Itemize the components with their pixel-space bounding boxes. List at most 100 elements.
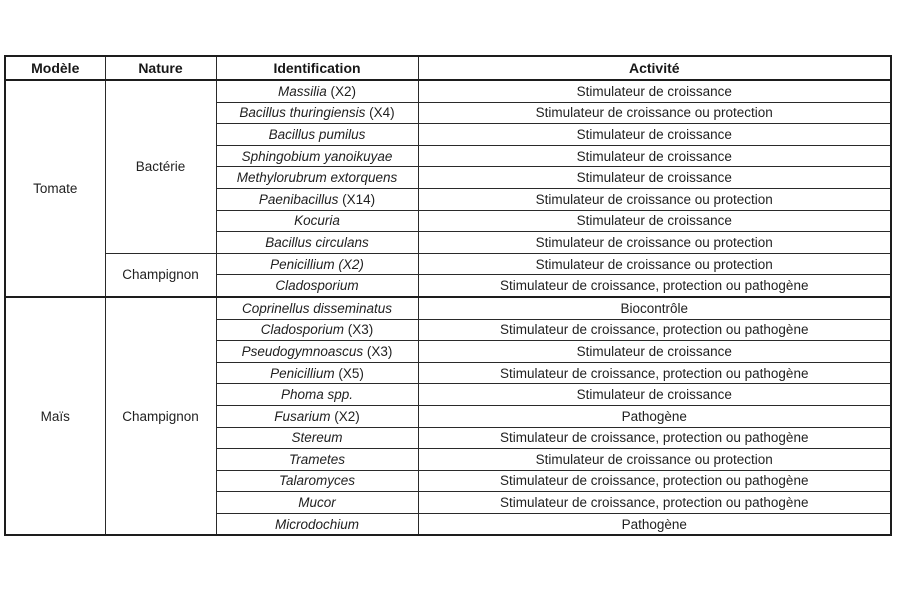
table-row: Maïs Champignon Coprinellus disseminatus Bi… — [4, 295, 892, 536]
activite-cell: Stimulateur de croissance, protection ou… — [417, 318, 892, 342]
species-name: Talaromyces — [278, 473, 356, 489]
table-row: Stereum Stimulateur de croissance, protec… — [5, 426, 892, 450]
table-row: Bacillus circulans Stimulateur de croissa… — [5, 231, 892, 254]
identification-cell: Talaromyces — [215, 469, 419, 493]
header-row: Modèle Nature Identification Activité — [4, 55, 892, 81]
species-count: (X4) — [369, 105, 395, 121]
table-row: Microdochium Pathogène — [5, 512, 892, 536]
species-name: Methylorubrum extorquens — [236, 170, 398, 186]
activite-cell: Stimulateur de croissance ou protection — [417, 101, 892, 125]
identification-cell: Methylorubrum extorquens — [215, 166, 419, 189]
activite-cell: Pathogène — [417, 404, 892, 428]
activite-cell: Stimulateur de croissance ou protection — [417, 187, 892, 211]
table-row: Cladosporium Stimulateur de croissance, p… — [5, 274, 892, 298]
identification-cell: Phoma spp. — [215, 383, 419, 406]
species-name: Microdochium — [274, 516, 360, 532]
table-row: Bacillus thuringiensis (X4) Stimulateur d… — [5, 101, 892, 125]
table-row: Sphingobium yanoikuyae Stimulateur de cro… — [5, 144, 892, 168]
species-count: (X3) — [347, 322, 374, 338]
identification-cell: Fusarium (X2) — [215, 404, 419, 428]
table-row: Cladosporium (X3) Stimulateur de croissan… — [5, 318, 892, 342]
table-row: Mucor Stimulateur de croissance, protecti… — [5, 491, 892, 514]
species-count: (X14) — [342, 191, 376, 207]
species-name: Massilia — [277, 83, 327, 99]
identification-cell: Sphingobium yanoikuyae — [215, 144, 419, 168]
species-count: (X2) — [330, 83, 357, 99]
identification-cell: Mucor — [215, 491, 419, 514]
activite-cell: Stimulateur de croissance — [417, 79, 892, 103]
species-name: Bacillus thuringiensis — [239, 105, 366, 121]
activite-cell: Stimulateur de croissance — [417, 166, 892, 189]
activite-cell: Stimulateur de croissance — [417, 340, 892, 363]
activite-cell: Stimulateur de croissance ou protection — [417, 231, 892, 254]
species-name: Trametes — [288, 451, 345, 467]
species-name: Coprinellus disseminatus — [241, 300, 393, 316]
identification-cell: Coprinellus disseminatus — [215, 295, 419, 320]
species-name: Phoma spp. — [280, 387, 354, 403]
species-name: Paenibacillus — [258, 191, 339, 207]
modele-cell: Tomate — [4, 79, 106, 298]
activite-cell: Stimulateur de croissance ou protection — [417, 448, 892, 471]
species-count: (X3) — [366, 343, 393, 359]
species-name: Penicillium — [270, 365, 335, 381]
identification-cell: Massilia (X2) — [215, 79, 419, 103]
identification-cell: Bacillus circulans — [215, 231, 419, 254]
identification-cell: Trametes — [215, 448, 419, 471]
activite-cell: Pathogène — [417, 512, 892, 536]
column-header-activite: Activité — [417, 55, 892, 81]
species-name: Bacillus circulans — [265, 234, 369, 250]
table-row: Bacillus pumilus Stimulateur de croissanc… — [5, 123, 892, 146]
activite-cell: Stimulateur de croissance — [417, 209, 892, 233]
column-header-modele: Modèle — [4, 55, 106, 81]
identification-cell: Cladosporium — [215, 274, 419, 298]
identification-cell: Pseudogymnoascus (X3) — [215, 340, 419, 363]
identification-cell: Paenibacillus (X14) — [215, 187, 419, 211]
identification-cell: Bacillus thuringiensis (X4) — [215, 101, 419, 125]
table-row: Paenibacillus (X14) Stimulateur de croiss… — [5, 187, 892, 211]
activite-cell: Stimulateur de croissance, protection ou… — [417, 469, 892, 493]
table-header: Modèle Nature Identification Activité — [4, 55, 892, 81]
species-name: Cladosporium — [275, 278, 359, 294]
table-row: Tomate Bactérie Massilia (X2) Stimulateur d… — [4, 79, 892, 298]
table-row: Methylorubrum extorquens Stimulateur de c… — [5, 166, 892, 189]
activite-cell: Stimulateur de croissance, protection ou… — [417, 361, 892, 385]
activite-cell: Stimulateur de croissance ou protection — [417, 252, 892, 276]
table-row: Kocuria Stimulateur de croissance — [5, 209, 892, 233]
species-count: (X2) — [334, 408, 360, 424]
column-header-identification: Identification — [215, 55, 419, 81]
modele-cell: Maïs — [4, 295, 106, 536]
nature-cell: Champignon — [104, 252, 217, 298]
activite-cell: Stimulateur de croissance, protection ou… — [417, 491, 892, 514]
species-name: Sphingobium yanoikuyae — [241, 148, 393, 164]
column-header-nature: Nature — [104, 55, 217, 81]
table-row: Talaromyces Stimulateur de croissance, pr… — [5, 469, 892, 493]
table-row: Fusarium (X2) Pathogène — [5, 404, 892, 428]
species-name: Cladosporium — [260, 322, 344, 338]
species-name: Pseudogymnoascus — [241, 343, 364, 359]
species-name: Kocuria — [294, 213, 340, 229]
activite-cell: Stimulateur de croissance — [417, 144, 892, 168]
identification-cell: Stereum — [215, 426, 419, 450]
activite-cell: Stimulateur de croissance, protection ou… — [417, 274, 892, 298]
identification-cell: Penicillium (X2) — [215, 252, 419, 276]
species-name: Fusarium — [274, 408, 331, 424]
table-row: Trametes Stimulateur de croissance ou pro… — [5, 448, 892, 471]
species-name: Penicillium (X2) — [270, 256, 364, 272]
identification-cell: Cladosporium (X3) — [215, 318, 419, 342]
nature-cell: Bactérie — [104, 79, 217, 254]
identification-cell: Kocuria — [215, 209, 419, 233]
microorganism-table: Modèle Nature Identification Activité To… — [4, 55, 892, 537]
table-row: Phoma spp. Stimulateur de croissance — [5, 383, 892, 406]
activite-cell: Biocontrôle — [417, 295, 892, 320]
identification-cell: Microdochium — [215, 512, 419, 536]
table-row: Champignon Penicillium (X2) Stimulateur de… — [5, 252, 892, 298]
identification-cell: Bacillus pumilus — [215, 123, 419, 146]
activite-cell: Stimulateur de croissance, protection ou… — [417, 426, 892, 450]
table-row: Penicillium (X5) Stimulateur de croissanc… — [5, 361, 892, 385]
table-body: Tomate Bactérie Massilia (X2) Stimulateur d… — [4, 79, 892, 536]
activite-cell: Stimulateur de croissance — [417, 123, 892, 146]
activite-cell: Stimulateur de croissance — [417, 383, 892, 406]
identification-cell: Penicillium (X5) — [215, 361, 419, 385]
nature-cell: Champignon — [104, 295, 217, 536]
